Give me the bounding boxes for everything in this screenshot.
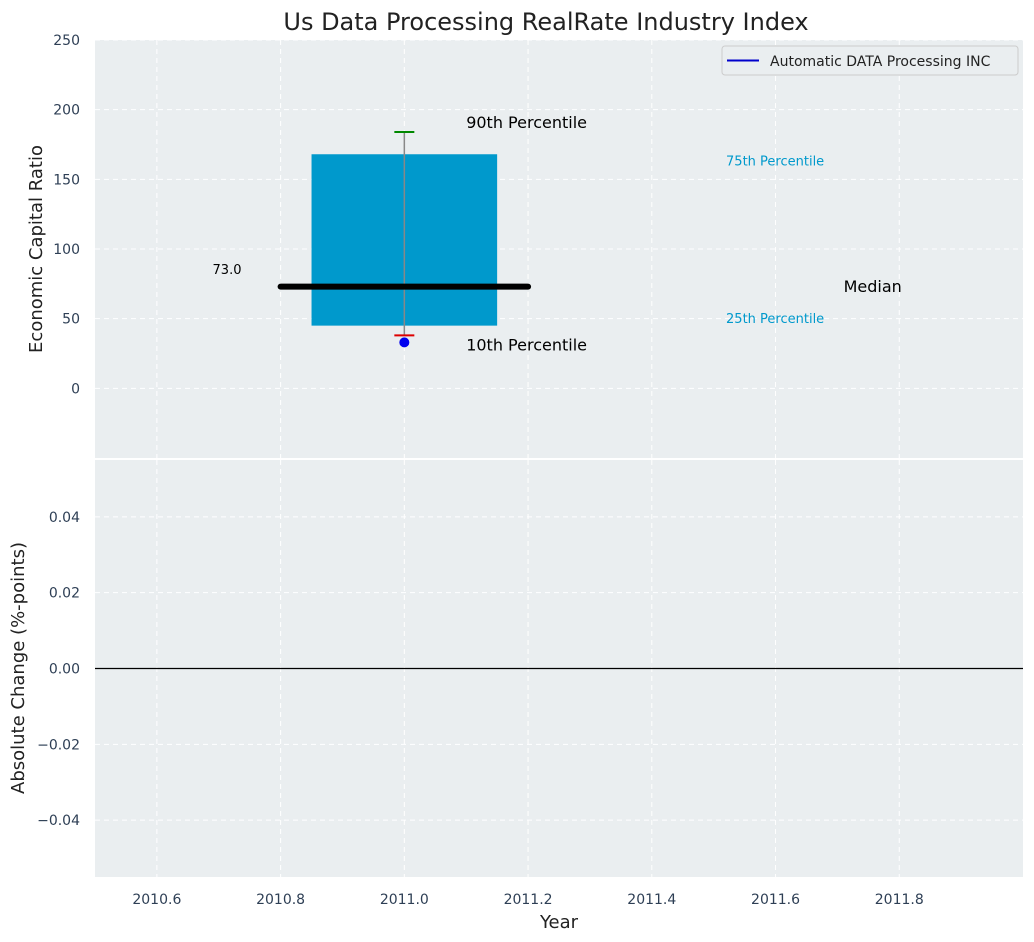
x-tick-label: 2011.8 bbox=[875, 892, 924, 908]
x-tick-label: 2010.6 bbox=[132, 892, 181, 908]
bottom-y-tick-label: −0.02 bbox=[37, 737, 80, 753]
bottom-y-tick-label: 0.02 bbox=[49, 586, 80, 602]
x-tick-label: 2011.6 bbox=[751, 892, 800, 908]
x-tick-label: 2011.4 bbox=[627, 892, 676, 908]
top-panel: 0 50 100 150 200 250 73.0 90th Percentile 10th P… bbox=[53, 33, 902, 397]
p25-label: 25th Percentile bbox=[726, 312, 824, 327]
x-axis-title: Year bbox=[539, 912, 579, 933]
p75-label: 75th Percentile bbox=[726, 154, 824, 169]
legend-box bbox=[721, 45, 1019, 76]
bottom-y-tick-label: 0.00 bbox=[49, 662, 80, 678]
bottom-y-axis-title: Absolute Change (%-points) bbox=[8, 542, 29, 794]
top-y-tick-label: 250 bbox=[53, 33, 80, 49]
top-y-axis-title: Economic Capital Ratio bbox=[26, 145, 47, 353]
top-y-tick-label: 50 bbox=[62, 312, 80, 328]
median-label: Median bbox=[844, 277, 902, 296]
top-y-tick-label: 200 bbox=[53, 103, 80, 119]
p90-label: 90th Percentile bbox=[466, 113, 587, 132]
top-y-tick-label: 100 bbox=[53, 242, 80, 258]
legend-label: Automatic DATA Processing INC bbox=[770, 54, 991, 70]
median-value-label: 73.0 bbox=[213, 263, 242, 278]
top-y-tick-label: 0 bbox=[71, 381, 80, 397]
top-y-tick-label: 150 bbox=[53, 172, 80, 188]
bottom-y-tick-label: 0.04 bbox=[49, 510, 80, 526]
p10-label: 10th Percentile bbox=[466, 336, 587, 355]
x-tick-label: 2011.0 bbox=[380, 892, 429, 908]
company-data-point bbox=[399, 337, 410, 348]
x-tick-label: 2010.8 bbox=[256, 892, 305, 908]
bottom-y-tick-label: −0.04 bbox=[37, 813, 80, 829]
chart-title: Us Data Processing RealRate Industry Ind… bbox=[283, 8, 808, 36]
legend: Automatic DATA Processing INC bbox=[721, 45, 1019, 76]
x-tick-label: 2011.2 bbox=[504, 892, 553, 908]
bottom-panel: 2010.6 2010.8 2011.0 2011.2 2011.4 2011.6 2011… bbox=[37, 510, 1023, 908]
